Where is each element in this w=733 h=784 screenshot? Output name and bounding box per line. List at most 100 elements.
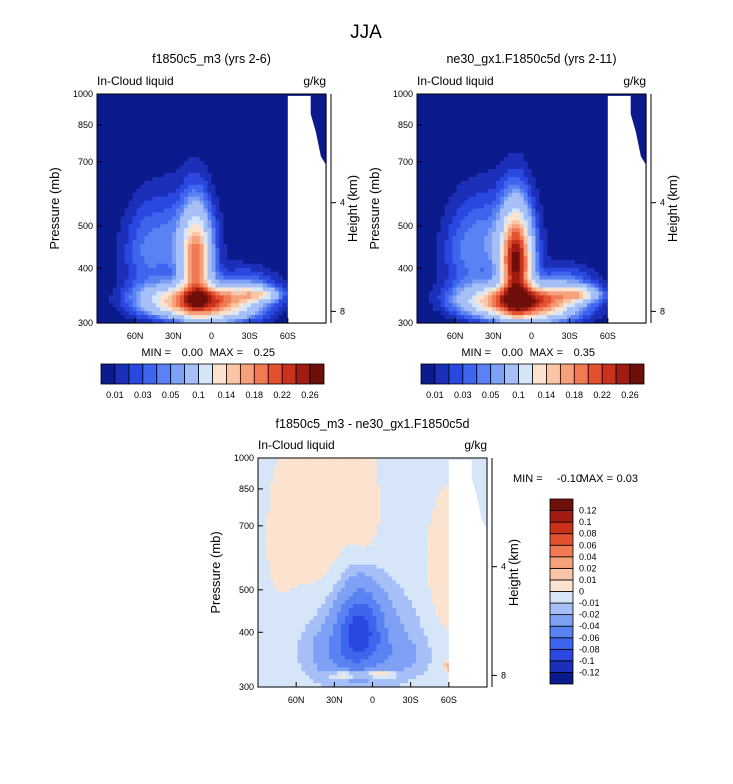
heatmap-cell <box>195 244 201 249</box>
heatmap-cell <box>175 172 181 178</box>
heatmap-cell <box>247 303 252 308</box>
heatmap-cell <box>219 101 224 107</box>
heatmap-cell <box>116 287 122 293</box>
heatmap-cell <box>172 129 177 135</box>
heatmap-cell <box>219 196 224 202</box>
heatmap-cell <box>100 307 106 312</box>
heatmap-cell <box>460 129 465 135</box>
heatmap-cell <box>215 97 220 103</box>
heatmap-cell <box>499 121 505 127</box>
heatmap-cell <box>156 176 161 182</box>
heatmap-cell <box>503 153 509 158</box>
heatmap-cell <box>215 137 220 142</box>
heatmap-cell <box>187 315 193 320</box>
heatmap-cell <box>507 169 513 174</box>
heatmap-cell <box>598 172 604 178</box>
heatmap-cell <box>124 212 130 217</box>
heatmap-cell <box>428 109 434 115</box>
heatmap-cell <box>250 232 256 237</box>
heatmap-cell <box>168 109 173 115</box>
heatmap-cell <box>598 97 604 103</box>
heatmap-cell <box>164 180 169 186</box>
heatmap-cell <box>140 251 145 257</box>
heatmap-cell <box>175 105 181 111</box>
heatmap-cell <box>136 109 142 115</box>
heatmap-cell <box>148 196 153 202</box>
heatmap-cell <box>428 121 434 127</box>
heatmap-cell <box>187 319 193 324</box>
heatmap-cell <box>266 113 272 119</box>
heatmap-cell <box>144 180 149 186</box>
heatmap-cell <box>140 157 145 162</box>
heatmap-cell <box>112 291 118 296</box>
heatmap-cell <box>531 153 537 158</box>
heatmap-cell <box>274 121 280 127</box>
heatmap-cell <box>428 145 434 150</box>
heatmap-cell <box>108 105 114 111</box>
height-tick-label: 4 <box>340 198 345 208</box>
heatmap-cell <box>468 109 473 115</box>
heatmap-cell <box>460 101 465 107</box>
heatmap-cell <box>278 117 284 123</box>
heatmap-cell <box>417 133 422 139</box>
heatmap-cell <box>140 113 145 119</box>
heatmap-cell <box>108 176 114 182</box>
heatmap-cell <box>179 275 185 281</box>
heatmap-cell <box>262 319 268 324</box>
heatmap-cell <box>511 161 517 166</box>
heatmap-cell <box>258 295 264 300</box>
heatmap-cell <box>128 259 134 265</box>
heatmap-cell <box>148 109 153 115</box>
heatmap-cell <box>547 105 552 111</box>
heatmap-cell <box>156 247 161 253</box>
heatmap-cell <box>266 161 272 166</box>
heatmap-cell <box>183 129 189 135</box>
heatmap-cell <box>148 125 153 131</box>
heatmap-cell <box>152 204 157 210</box>
heatmap-cell <box>511 184 517 190</box>
heatmap-cell <box>547 184 552 190</box>
heatmap-cell <box>420 109 426 115</box>
heatmap-cell <box>124 255 130 261</box>
heatmap-cell <box>116 263 122 269</box>
heatmap-cell <box>574 192 580 198</box>
heatmap-cell <box>495 169 501 174</box>
heatmap-cell <box>175 169 181 174</box>
heatmap-cell <box>428 141 434 146</box>
heatmap-cell <box>104 319 110 324</box>
heatmap-cell <box>282 169 288 174</box>
heatmap-cell <box>104 149 110 154</box>
heatmap-cell <box>266 287 272 293</box>
heatmap-cell <box>274 303 280 308</box>
heatmap-cell <box>456 145 462 150</box>
heatmap-cell <box>207 129 213 135</box>
heatmap-cell <box>231 263 236 269</box>
heatmap-cell <box>97 291 102 296</box>
heatmap-cell <box>602 188 608 194</box>
heatmap-cell <box>124 208 130 214</box>
heatmap-cell <box>183 279 189 285</box>
heatmap-cell <box>179 101 185 107</box>
heatmap-cell <box>100 271 106 277</box>
heatmap-cell <box>270 299 276 304</box>
heatmap-cell <box>231 315 236 320</box>
heatmap-cell <box>128 247 134 253</box>
heatmap-cell <box>172 212 177 217</box>
heatmap-cell <box>270 184 276 190</box>
x-tick-label: 30S <box>242 331 258 341</box>
heatmap-cell <box>168 196 173 202</box>
heatmap-cell <box>266 101 272 107</box>
heatmap-cell <box>262 271 268 277</box>
heatmap-cell <box>247 216 252 221</box>
heatmap-cell <box>503 165 509 170</box>
heatmap-cell <box>539 161 544 166</box>
heatmap-cell <box>247 200 252 206</box>
heatmap-cell <box>274 176 280 182</box>
heatmap-cell <box>239 279 244 285</box>
heatmap-cell <box>266 240 272 245</box>
heatmap-cell <box>247 188 252 194</box>
heatmap-cell <box>428 165 434 170</box>
heatmap-cell <box>227 295 232 300</box>
heatmap-cell <box>456 157 462 162</box>
heatmap-cell <box>448 157 454 162</box>
